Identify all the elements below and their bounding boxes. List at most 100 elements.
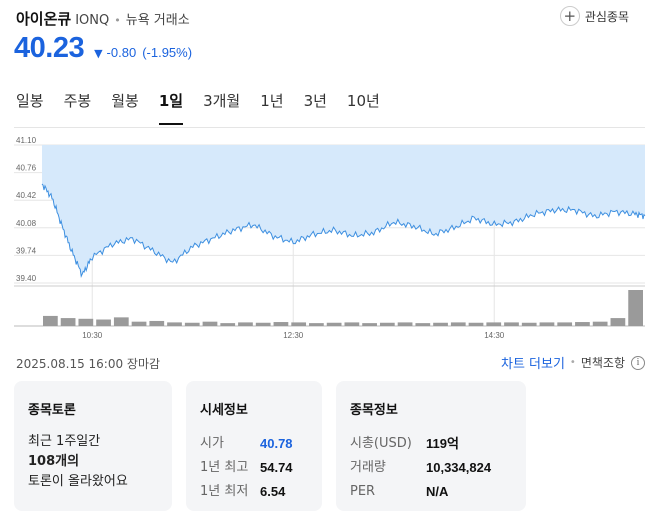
- market-info-card: 시세정보 시가 40.78 1년 최고 54.74 1년 최저 6.54: [186, 381, 322, 511]
- y-tick-label: 39.40: [16, 274, 37, 283]
- volume-bar: [433, 322, 448, 326]
- year-high-value: 54.74: [260, 460, 293, 475]
- stock-ticker: IONQ: [75, 13, 110, 28]
- volume-bar: [202, 321, 218, 326]
- per-label: PER: [350, 484, 376, 499]
- volume-bar: [291, 322, 307, 326]
- forum-line-1: 최근 1주일간: [28, 434, 101, 449]
- year-high-label: 1년 최고: [200, 460, 249, 475]
- add-watchlist-button[interactable]: + 관심종목: [559, 6, 629, 26]
- volume-bar: [539, 322, 555, 326]
- year-low-value: 6.54: [260, 484, 286, 499]
- info-icon[interactable]: i: [631, 355, 645, 370]
- tabs-divider: [14, 127, 645, 128]
- volume-bar: [113, 317, 129, 326]
- y-tick-label: 41.10: [16, 136, 37, 145]
- market-info-title: 시세정보: [200, 403, 248, 418]
- volume-bar: [149, 320, 165, 326]
- volume-bar: [379, 322, 395, 326]
- forum-card[interactable]: 종목토론 최근 1주일간 108개의 토론이 올라왔어요: [14, 381, 172, 511]
- volume-label: 거래량: [350, 460, 386, 475]
- volume-bar: [220, 323, 236, 326]
- y-tick-label: 39.74: [16, 246, 37, 255]
- volume-bar: [557, 322, 573, 326]
- volume-bar: [504, 322, 519, 326]
- link-separator: •: [569, 357, 576, 368]
- period-tabs: 일봉 주봉 월봉 1일 3개월 1년 3년 10년: [16, 90, 400, 125]
- price-chart[interactable]: 41.10 40.76 40.42 40.08 39.74 39.40 10:30 12:30…: [0, 130, 659, 345]
- tab-3-months[interactable]: 3개월: [203, 92, 241, 110]
- market-cap-label: 시총(USD): [350, 436, 412, 451]
- disclaimer-link[interactable]: 면책조항: [580, 356, 625, 370]
- volume-bar: [78, 318, 94, 326]
- volume-bar: [450, 322, 466, 326]
- quote-row: 40.23 ▼ -0.80 (-1.95%): [14, 32, 192, 65]
- y-tick-label: 40.76: [16, 164, 37, 173]
- tab-1-year[interactable]: 1년: [260, 92, 284, 110]
- price-change-percent: (-1.95%): [142, 45, 193, 60]
- current-price: 40.23: [14, 32, 85, 64]
- volume-bar: [486, 322, 502, 326]
- volume-bar: [273, 322, 289, 326]
- volume-bar: [326, 322, 342, 326]
- watchlist-label: 관심종목: [584, 9, 629, 24]
- volume-bar: [362, 323, 377, 326]
- tab-3-years[interactable]: 3년: [303, 92, 327, 110]
- volume-bars: [43, 290, 643, 326]
- forum-summary: 최근 1주일간 108개의 토론이 올라왔어요: [28, 432, 158, 492]
- per-row: PER N/A: [350, 480, 512, 504]
- stock-info-title: 종목정보: [350, 403, 398, 418]
- volume-bar: [60, 318, 76, 326]
- header-separator: •: [114, 14, 121, 27]
- exchange-name: 뉴욕 거래소: [125, 13, 190, 28]
- volume-bar: [521, 322, 537, 326]
- volume-bar: [43, 315, 58, 326]
- volume-bar: [610, 318, 626, 326]
- forum-line-3: 토론이 올라왔어요: [28, 474, 128, 489]
- volume-bar: [255, 322, 271, 326]
- plus-icon: +: [559, 6, 580, 26]
- volume-bar: [344, 322, 360, 326]
- x-tick-label: 12:30: [283, 331, 304, 340]
- market-cap-value: 119억: [426, 436, 459, 451]
- y-tick-label: 40.08: [16, 219, 37, 228]
- volume-bar: [397, 322, 413, 326]
- stock-header: 아이온큐 IONQ • 뉴욕 거래소: [16, 8, 190, 29]
- market-cap-row: 시총(USD) 119억: [350, 432, 512, 456]
- open-price-row: 시가 40.78: [200, 432, 308, 456]
- chart-area: [41, 145, 646, 278]
- volume-bar: [468, 322, 484, 326]
- open-label: 시가: [200, 436, 224, 451]
- tab-daily[interactable]: 일봉: [16, 92, 44, 110]
- volume-bar: [131, 321, 147, 326]
- tab-10-years[interactable]: 10년: [346, 92, 380, 110]
- market-timestamp: 2025.08.15 16:00 장마감: [16, 357, 161, 371]
- tab-1-day[interactable]: 1일: [158, 90, 184, 125]
- price-line: [41, 183, 646, 278]
- forum-post-count: 108개의: [28, 454, 80, 469]
- tab-monthly[interactable]: 월봉: [111, 92, 139, 110]
- chart-more-link[interactable]: 차트 더보기: [500, 357, 565, 372]
- volume-value: 10,334,824: [426, 460, 492, 475]
- tab-weekly[interactable]: 주봉: [63, 92, 92, 110]
- price-area-fill: [42, 145, 645, 277]
- x-tick-label: 14:30: [484, 331, 505, 340]
- volume-bar: [309, 323, 324, 326]
- per-value: N/A: [426, 484, 449, 499]
- volume-bar: [628, 290, 643, 326]
- volume-row: 거래량 10,334,824: [350, 456, 512, 480]
- volume-bar: [238, 322, 253, 326]
- price-change: -0.80: [106, 45, 137, 60]
- volume-bar: [184, 322, 200, 326]
- year-high-row: 1년 최고 54.74: [200, 456, 308, 480]
- year-low-label: 1년 최저: [200, 484, 249, 499]
- stock-name[interactable]: 아이온큐: [16, 10, 72, 28]
- volume-bar: [592, 321, 608, 326]
- axis-labels: 41.10 40.76 40.42 40.08 39.74 39.40 10:30 12:30…: [16, 136, 505, 340]
- volume-bar: [575, 322, 590, 326]
- down-triangle-icon: ▼: [94, 47, 103, 60]
- open-value: 40.78: [260, 436, 293, 451]
- forum-title: 종목토론: [28, 403, 76, 418]
- volume-bar: [167, 322, 182, 326]
- chart-links: 차트 더보기 • 면책조항 i: [501, 353, 645, 372]
